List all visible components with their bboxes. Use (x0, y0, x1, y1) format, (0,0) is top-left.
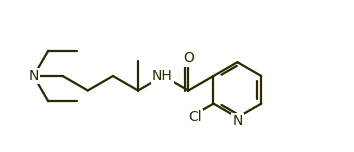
Text: NH: NH (152, 69, 172, 83)
Text: Cl: Cl (188, 110, 202, 124)
Text: N: N (232, 114, 242, 128)
Text: O: O (183, 51, 194, 66)
Text: N: N (28, 69, 39, 83)
